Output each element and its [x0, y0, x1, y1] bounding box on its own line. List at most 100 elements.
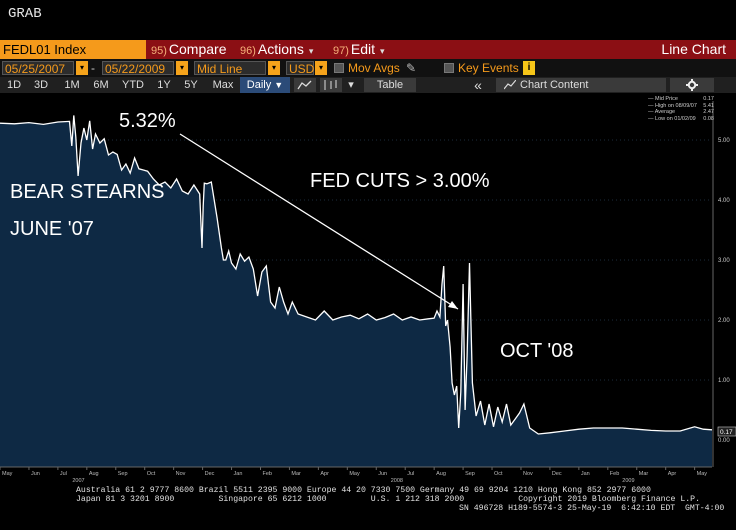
- period-max[interactable]: Max: [212, 79, 234, 91]
- chart-content-icon: [503, 79, 517, 94]
- chart-legend: — Mid Price 0.17— High on 08/09/07 5.41— A…: [648, 96, 714, 122]
- legend-label: — Mid Price: [648, 96, 678, 102]
- x-month-label: Apr: [320, 471, 329, 477]
- x-axis: May Jun Jul Aug Sep Oct Nov Dec Jan Feb Mar Apr May J…: [0, 466, 712, 483]
- edit-button[interactable]: 97) Edit ▾: [333, 40, 385, 59]
- y-tick-label: 4.00: [718, 198, 730, 204]
- period-6m[interactable]: 6M: [93, 79, 109, 91]
- peak-annotation: 5.32%: [119, 110, 176, 132]
- legend-row: — Low on 01/02/09 0.08: [648, 116, 714, 123]
- x-month-label: Jul: [60, 471, 67, 477]
- x-month-label: Jun: [31, 471, 40, 477]
- fed-cuts-annotation: FED CUTS > 3.00%: [310, 170, 490, 192]
- edit-label: Edit: [350, 41, 376, 57]
- x-month-label: Sep: [118, 471, 128, 477]
- period-1d[interactable]: 1D: [6, 79, 22, 91]
- edit-number: 97): [333, 45, 349, 57]
- period-ytd[interactable]: YTD: [122, 79, 144, 91]
- compare-label: Compare: [168, 41, 227, 57]
- x-month-label: Dec: [552, 471, 562, 477]
- arrow-head: [448, 301, 458, 309]
- actions-button[interactable]: 96) Actions ▾: [240, 40, 313, 59]
- legend-label: — Average: [648, 109, 676, 115]
- chevron-down-icon[interactable]: ▾: [315, 61, 327, 75]
- period-1m[interactable]: 1M: [64, 79, 80, 91]
- period-3d[interactable]: 3D: [33, 79, 49, 91]
- actions-label: Actions: [257, 41, 304, 57]
- bear-stearns-annotation: BEAR STEARNS: [10, 181, 165, 203]
- trend-arrow: [179, 133, 459, 310]
- x-month-label: Feb: [262, 471, 271, 477]
- y-tick-label: 2.00: [718, 318, 730, 324]
- period-1y[interactable]: 1Y: [157, 79, 171, 91]
- currency-select[interactable]: USD: [286, 61, 314, 76]
- frequency-label: Daily: [246, 79, 272, 91]
- period-5y[interactable]: 5Y: [184, 79, 198, 91]
- x-month-label: Nov: [523, 471, 533, 477]
- line-chart[interactable]: 5.00 4.00 3.00 2.00 1.00 0.00 May Jun Jul Aug Sep…: [0, 93, 736, 483]
- start-date-input[interactable]: 05/25/2007: [2, 61, 74, 76]
- function-bar: [0, 40, 736, 59]
- x-month-label: Jul: [407, 471, 414, 477]
- x-month-label: Dec: [205, 471, 215, 477]
- x-month-label: Mar: [291, 471, 301, 477]
- x-month-label: May: [2, 471, 13, 477]
- compare-number: 95): [151, 45, 167, 57]
- mov-avgs-checkbox[interactable]: [334, 63, 344, 73]
- x-year-label: 2009: [622, 478, 634, 483]
- calendar-dropdown-icon[interactable]: ▾: [176, 61, 188, 75]
- y-tick-label: 5.00: [718, 138, 730, 144]
- pencil-icon[interactable]: ✎: [406, 61, 417, 75]
- chevron-down-icon[interactable]: ▾: [268, 61, 280, 75]
- calendar-dropdown-icon[interactable]: ▾: [76, 61, 88, 75]
- chevron-down-icon: ▾: [380, 46, 385, 56]
- line-style-icon[interactable]: [294, 78, 316, 92]
- x-month-label: Sep: [465, 471, 475, 477]
- gear-icon[interactable]: [670, 78, 714, 92]
- info-icon[interactable]: i: [523, 61, 535, 75]
- key-events-checkbox[interactable]: [444, 63, 454, 73]
- ticker-field[interactable]: FEDL01 Index: [0, 40, 146, 59]
- end-date-input[interactable]: 05/22/2009: [102, 61, 174, 76]
- y-tick-label: 1.00: [718, 378, 730, 384]
- x-month-label: Feb: [610, 471, 619, 477]
- x-month-label: Jan: [581, 471, 590, 477]
- x-month-label: Oct: [147, 471, 156, 477]
- legend-label: — High on 08/09/07: [648, 102, 697, 109]
- legend-value: 5.41: [703, 102, 714, 109]
- x-month-label: Nov: [176, 471, 186, 477]
- oct-08-annotation: OCT '08: [500, 340, 574, 362]
- x-month-label: May: [697, 471, 708, 477]
- price-area: [0, 115, 712, 468]
- window-title: GRAB: [8, 6, 42, 22]
- table-button[interactable]: Table: [364, 78, 416, 92]
- x-month-label: Oct: [494, 471, 503, 477]
- x-year-label: 2007: [72, 478, 84, 483]
- chevron-down-icon: ▾: [308, 46, 314, 56]
- key-events-label: Key Events: [458, 61, 519, 75]
- legend-row: — High on 08/09/07 5.41: [648, 103, 714, 110]
- draw-tools-icon[interactable]: [320, 78, 342, 92]
- frequency-select[interactable]: Daily ▼: [240, 77, 290, 93]
- legend-row: — Mid Price 0.17: [648, 96, 714, 103]
- chevron-down-icon: ▼: [274, 80, 284, 90]
- price-type-select[interactable]: Mid Line: [194, 61, 266, 76]
- x-month-label: Mar: [639, 471, 649, 477]
- x-month-label: Jan: [234, 471, 243, 477]
- y-tick-label: 3.00: [718, 258, 730, 264]
- june-07-annotation: JUNE '07: [10, 218, 94, 240]
- chevron-down-icon[interactable]: ▾: [348, 79, 354, 91]
- legend-value: 2.47: [703, 109, 714, 115]
- chart-content-button[interactable]: Chart Content: [496, 78, 666, 92]
- compare-button[interactable]: 95) Compare: [151, 40, 227, 59]
- chart-type-label: Line Chart: [661, 41, 726, 57]
- legend-value: 0.08: [703, 115, 714, 122]
- collapse-icon[interactable]: «: [474, 77, 482, 93]
- x-year-label: 2008: [391, 478, 403, 483]
- footer: Australia 61 2 9777 8600 Brazil 5511 239…: [0, 486, 736, 513]
- legend-label: — Low on 01/02/09: [648, 115, 696, 122]
- legend-row: — Average 2.47: [648, 109, 714, 116]
- mov-avgs-label: Mov Avgs: [348, 61, 400, 75]
- footer-contacts-1: Australia 61 2 9777 8600 Brazil 5511 239…: [76, 486, 651, 495]
- last-price-tag: [717, 426, 736, 437]
